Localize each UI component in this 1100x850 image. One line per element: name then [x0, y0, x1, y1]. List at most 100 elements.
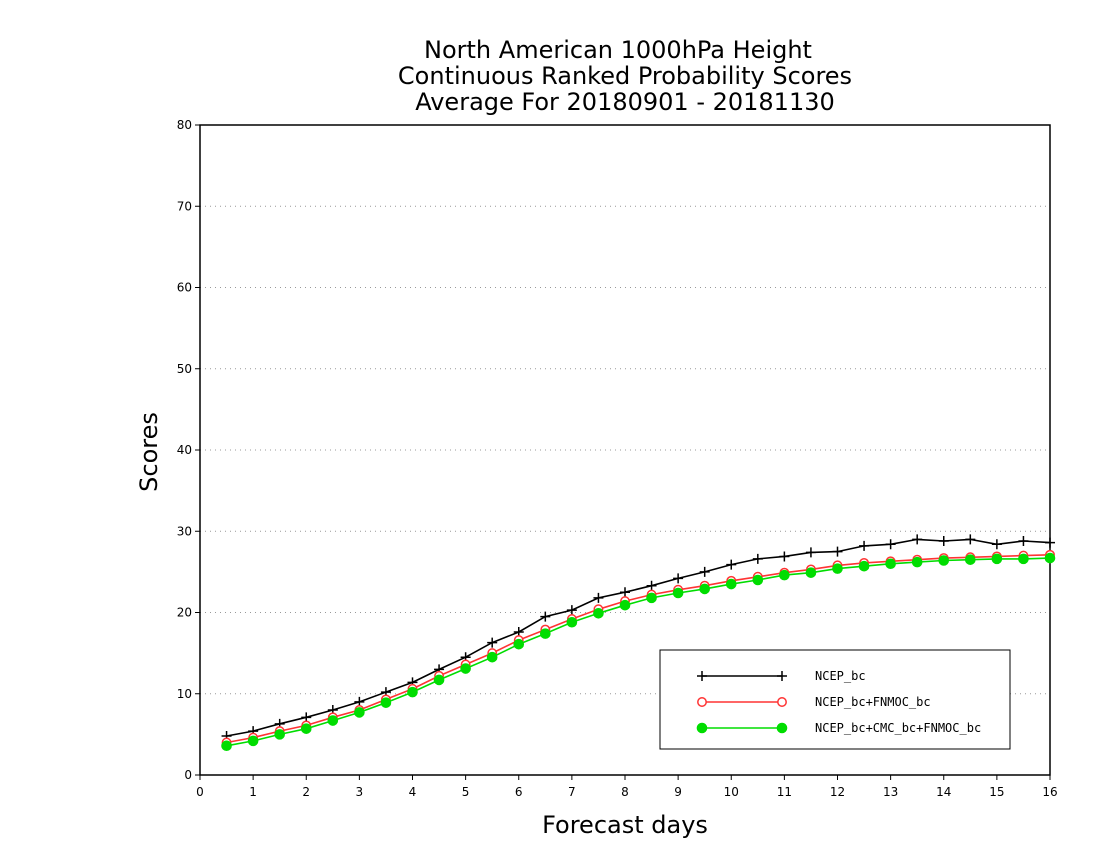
series-3-point-31	[1018, 553, 1029, 565]
series-3-point-22	[779, 569, 790, 581]
series-3-point-20	[725, 578, 737, 590]
series-line-1	[226, 538, 1051, 737]
series-1-point-31	[1018, 536, 1029, 546]
y-tick-label-50: 50	[177, 362, 192, 376]
series-3-point-2	[247, 735, 259, 747]
series-3-point-18	[672, 587, 684, 599]
legend-marker-end-1	[777, 671, 787, 681]
grid-lines	[200, 205, 1050, 695]
series-1-point-20	[726, 559, 737, 570]
legend-entry-1: NCEP_bc	[697, 669, 866, 683]
series-3-point-26	[885, 558, 896, 570]
series-3-point-24	[832, 563, 843, 574]
series-1-point-32	[1045, 537, 1055, 548]
series-1-point-29	[965, 534, 976, 545]
legend-label-1: NCEP_bc	[815, 669, 866, 683]
series-3-point-25	[858, 560, 870, 572]
x-tick-label-8: 8	[621, 785, 629, 799]
x-tick-label-4: 4	[409, 785, 417, 799]
x-tick-label-2: 2	[302, 785, 310, 799]
legend-label-2: NCEP_bc+FNMOC_bc	[815, 695, 931, 709]
title-line-3: Average For 20180901 - 20181130	[415, 88, 835, 116]
x-tick-label-11: 11	[777, 785, 792, 799]
series-3-point-5	[327, 715, 339, 726]
x-tick-label-1: 1	[249, 785, 257, 799]
y-tick-label-60: 60	[177, 281, 192, 295]
x-tick-label-0: 0	[196, 785, 204, 799]
series-3-point-14	[566, 616, 578, 628]
legend-marker-start-3	[696, 722, 708, 734]
series-3-point-3	[274, 729, 285, 740]
x-tick-label-13: 13	[883, 785, 898, 799]
series-3-point-10	[460, 663, 471, 674]
y-axis-label: Scores	[135, 412, 163, 492]
series-1-point-17	[646, 580, 657, 591]
series-1-point-14	[566, 605, 577, 616]
series-layer	[221, 534, 1056, 752]
series-1-point-27	[912, 534, 923, 545]
series-3-point-11	[486, 651, 498, 663]
title-line-2: Continuous Ranked Probability Scores	[398, 62, 852, 90]
x-tick-label-16: 16	[1042, 785, 1057, 799]
series-3-point-30	[991, 553, 1003, 565]
series-1-point-18	[673, 573, 684, 584]
y-tick-label-10: 10	[177, 687, 192, 701]
series-3-point-1	[221, 740, 232, 752]
y-tick-label-20: 20	[177, 606, 192, 620]
y-tick-label-80: 80	[177, 118, 192, 132]
x-tick-label-5: 5	[462, 785, 470, 799]
series-1-point-11	[487, 637, 498, 648]
legend-marker-start-2	[697, 697, 707, 707]
series-3-point-28	[938, 555, 950, 566]
series-1-point-19	[699, 566, 710, 577]
series-3-point-27	[911, 556, 923, 568]
series-3-point-13	[540, 628, 551, 639]
series-1-point-26	[885, 539, 896, 550]
x-tick-label-9: 9	[674, 785, 682, 799]
y-tick-label-70: 70	[177, 199, 192, 213]
series-3-point-12	[513, 638, 525, 650]
x-tick-label-6: 6	[515, 785, 523, 799]
legend-box	[659, 649, 1011, 750]
series-1-point-21	[752, 553, 763, 564]
series-1-point-22	[779, 551, 790, 562]
series-3-point-29	[965, 554, 976, 565]
series-3-point-19	[699, 583, 710, 595]
series-3	[221, 552, 1056, 752]
series-3-point-16	[619, 599, 631, 611]
chart-title: North American 1000hPa Height Continuous…	[398, 36, 852, 116]
series-3-point-17	[646, 592, 657, 604]
legend-marker-start-1	[697, 671, 707, 681]
legend-entry-3: NCEP_bc+CMC_bc+FNMOC_bc	[696, 721, 981, 735]
series-3-point-9	[433, 674, 445, 686]
x-axis-label: Forecast days	[542, 811, 708, 839]
x-tick-label-15: 15	[989, 785, 1004, 799]
legend: NCEP_bc NCEP_bc+FNMOC_bc NCEP_bc+CMC_bc+FN…	[659, 649, 1011, 750]
series-1-point-28	[938, 536, 949, 546]
title-line-1: North American 1000hPa Height	[424, 36, 812, 64]
series-3-point-7	[380, 697, 392, 708]
series-1-point-13	[540, 611, 551, 622]
x-tick-label-14: 14	[936, 785, 951, 799]
series-1-point-15	[593, 592, 604, 603]
series-1-point-25	[859, 540, 870, 551]
series-1	[221, 534, 1055, 741]
y-tick-label-30: 30	[177, 524, 192, 538]
x-tick-label-7: 7	[568, 785, 576, 799]
x-tick-label-12: 12	[830, 785, 845, 799]
series-3-point-8	[407, 686, 418, 698]
series-1-point-30	[991, 539, 1002, 550]
series-3-point-15	[593, 608, 604, 619]
series-3-point-23	[805, 567, 817, 578]
series-3-point-32	[1044, 552, 1056, 564]
legend-marker-end-2	[777, 697, 787, 707]
x-tick-label-3: 3	[356, 785, 364, 799]
series-3-point-4	[300, 723, 312, 734]
legend-entry-2: NCEP_bc+FNMOC_bc	[697, 695, 931, 709]
y-tick-label-40: 40	[177, 443, 192, 457]
y-tick-label-0: 0	[184, 768, 192, 782]
series-1-point-23	[805, 547, 816, 558]
series-3-point-6	[354, 707, 365, 718]
